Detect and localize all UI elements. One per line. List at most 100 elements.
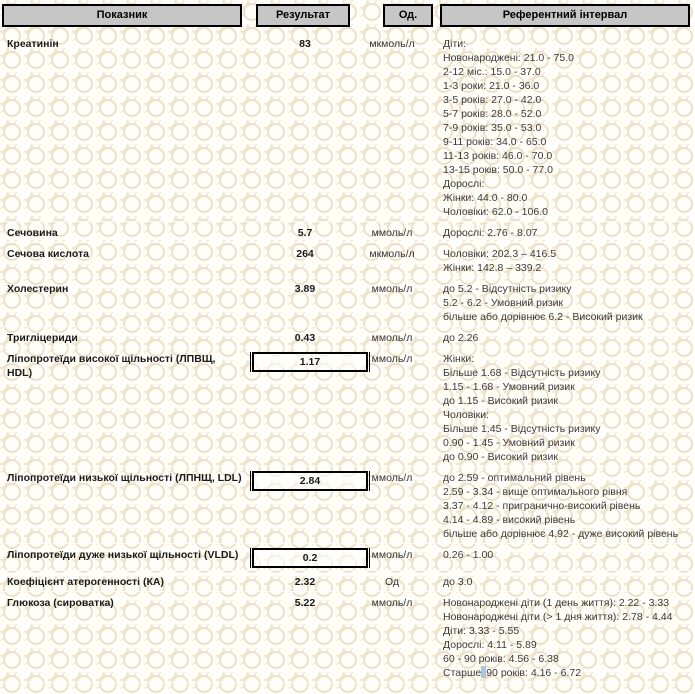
analyte-result: 0.2 <box>250 548 370 568</box>
reference-line: Більше 1.68 - Відсутність ризику <box>443 367 601 379</box>
analyte-name: Тригліцериди <box>7 332 78 344</box>
column-header-indicator: Показник <box>2 4 242 27</box>
analyte-unit: ммоль/л <box>371 597 413 609</box>
reference-line: більше або дорівнює 6.2 - Високий ризик <box>443 311 643 323</box>
reference-line: Діти: 3.33 - 5.55 <box>443 625 520 637</box>
analyte-name: Ліпопротеїди низької щільності (ЛПНЩ, LD… <box>7 472 242 484</box>
reference-line: до 2.26 <box>443 332 479 344</box>
analyte-result: 83 <box>250 37 360 219</box>
analyte-name: Креатинін <box>7 38 59 50</box>
analyte-unit: ммоль/л <box>371 332 413 344</box>
table-row: Холестерин 3.89 ммоль/л до 5.2 - Відсутн… <box>0 278 695 327</box>
result-value: 0.2 <box>250 548 370 568</box>
analyte-unit: мкмоль/л <box>369 38 415 50</box>
reference-line: Діти: <box>443 38 467 50</box>
table-row: Сечовина 5.7 ммоль/л Дорослі: 2.76 - 8.0… <box>0 222 695 243</box>
result-value: 1.17 <box>250 352 370 372</box>
reference-line: Новонароджені діти (> 1 дня життя): 2.78… <box>443 611 673 623</box>
analyte-name: Холестерин <box>7 283 69 295</box>
table-body: Креатинін 83 мкмоль/л Діти: Новонароджені… <box>0 33 695 683</box>
table-row: Глюкоза (сироватка) 5.22 ммоль/л Новонар… <box>0 592 695 683</box>
analyte-unit: ммоль/л <box>371 353 413 365</box>
result-value: 83 <box>299 38 311 50</box>
analyte-name: Ліпопротеїди дуже низької щільності (VLD… <box>7 549 239 561</box>
result-value: 5.22 <box>294 597 316 609</box>
reference-interval: Діти: Новонароджені: 21.0 - 75.0 2-12 міс.… <box>424 37 695 219</box>
reference-line: 11-13 років: 46.0 - 70.0 <box>443 150 553 162</box>
reference-line: до 2.59 - оптимальний рівень <box>443 472 586 484</box>
analyte-result: 3.89 <box>250 282 360 324</box>
table-row: Ліпопротеїди низької щільності (ЛПНЩ, LD… <box>0 467 695 544</box>
table-row: Ліпопротеїди високої щільності (ЛПВЩ, HD… <box>0 348 695 467</box>
reference-line: Жінки: <box>443 353 475 365</box>
reference-line: 7-9 років: 35.0 - 53.0 <box>443 122 542 134</box>
table-header-row: Показник Результат Од. Референтний інтер… <box>0 0 695 33</box>
result-value: 2.32 <box>294 576 316 588</box>
reference-line: до 5.2 - Відсутність ризику <box>443 283 572 295</box>
reference-line: більше або дорівнює 4.92 - дуже високий … <box>443 528 679 540</box>
analyte-unit: мкмоль/л <box>369 248 415 260</box>
reference-interval: 0.26 - 1.00 <box>424 548 695 568</box>
column-header-reference-interval: Референтний інтервал <box>440 4 690 27</box>
table-row: Коефіцієнт атерогенності (КА) 2.32 Од до… <box>0 571 695 592</box>
reference-line: до 3.0 <box>443 576 473 588</box>
reference-line: Більше 1.45 - Відсутність ризику <box>443 423 601 435</box>
analyte-unit: ммоль/л <box>371 283 413 295</box>
analyte-result: 5.22 <box>250 596 360 680</box>
reference-line: до 1.15 - Високий ризик <box>443 395 558 407</box>
reference-line: 1.15 - 1.68 - Умовний ризик <box>443 381 575 393</box>
reference-line: 0.90 - 1.45 - Умовний ризик <box>443 437 575 449</box>
result-value: 5.7 <box>297 227 313 239</box>
reference-line: Дорослі: 4.11 - 5.89 <box>443 639 537 651</box>
reference-interval: до 2.26 <box>424 331 695 345</box>
reference-line: 2.59 - 3.34 - вище оптимального рівня <box>443 486 628 498</box>
analyte-name: Сечова кислота <box>7 248 89 260</box>
reference-interval: до 5.2 - Відсутність ризику 5.2 - 6.2 - У… <box>424 282 695 324</box>
reference-line: Чоловіки: 62.0 - 106.0 <box>443 206 548 218</box>
reference-line: 3.37 - 4.12 - пригранично-високий рівень <box>443 500 641 512</box>
reference-interval: до 2.59 - оптимальний рівень 2.59 - 3.34 … <box>424 471 695 541</box>
reference-line: 0.26 - 1.00 <box>443 549 494 561</box>
reference-line: 5-7 років: 28.0 - 52.0 <box>443 108 542 120</box>
column-header-unit: Од. <box>383 4 433 27</box>
analyte-result: 2.84 <box>250 471 370 541</box>
analyte-result: 1.17 <box>250 352 370 464</box>
analyte-name: Сечовина <box>7 227 58 239</box>
table-row: Ліпопротеїди дуже низької щільності (VLD… <box>0 544 695 571</box>
table-row: Креатинін 83 мкмоль/л Діти: Новонароджені… <box>0 33 695 222</box>
table-row: Сечова кислота 264 мкмоль/л Чоловіки: 20… <box>0 243 695 278</box>
reference-interval: Дорослі: 2.76 - 8.07 <box>424 226 695 240</box>
reference-line: 1-3 роки: 21.0 - 36.0 <box>443 80 540 92</box>
result-value: 264 <box>296 248 314 260</box>
reference-interval: до 3.0 <box>424 575 695 589</box>
table-row: Тригліцериди 0.43 ммоль/л до 2.26 <box>0 327 695 348</box>
analyte-result: 0.43 <box>250 331 360 345</box>
reference-line: Старше 90 років: 4.16 - 6.72 <box>443 666 582 679</box>
reference-line: 4.14 - 4.89 - високий рівень <box>443 514 576 526</box>
analyte-result: 2.32 <box>250 575 360 589</box>
column-header-result: Результат <box>256 4 350 27</box>
analyte-unit: ммоль/л <box>371 227 413 239</box>
reference-line: Дорослі: <box>443 178 485 190</box>
reference-interval: Жінки: Більше 1.68 - Відсутність ризику 1.… <box>424 352 695 464</box>
reference-interval: Новонароджені діти (1 день життя): 2.22 … <box>424 596 695 680</box>
analyte-result: 5.7 <box>250 226 360 240</box>
selected-space-artifact <box>481 666 487 678</box>
reference-line: Чоловіки: 202.3 – 416.5 <box>443 248 557 260</box>
analyte-unit: ммоль/л <box>371 549 413 561</box>
analyte-name: Ліпопротеїди високої щільності (ЛПВЩ, HD… <box>7 353 216 379</box>
analyte-unit: ммоль/л <box>371 472 413 484</box>
analyte-name: Коефіцієнт атерогенності (КА) <box>7 576 164 588</box>
reference-line: 2-12 міс.: 15.0 - 37.0 <box>443 66 541 78</box>
reference-line: Новонароджені діти (1 день життя): 2.22 … <box>443 597 670 609</box>
reference-line: 5.2 - 6.2 - Умовний ризик <box>443 297 564 309</box>
analyte-name: Глюкоза (сироватка) <box>7 597 114 609</box>
analyte-result: 264 <box>250 247 360 275</box>
reference-line: 9-11 років: 34.0 - 65.0 <box>443 136 547 148</box>
result-value: 3.89 <box>294 283 316 295</box>
reference-line: Жінки: 44.0 - 80.0 <box>443 192 528 204</box>
reference-line: Жінки: 142.8 – 339.2 <box>443 262 542 274</box>
reference-line: 3-5 років: 27.0 - 42.0 <box>443 94 542 106</box>
analyte-unit: Од <box>384 576 400 588</box>
reference-interval: Чоловіки: 202.3 – 416.5 Жінки: 142.8 – 33… <box>424 247 695 275</box>
